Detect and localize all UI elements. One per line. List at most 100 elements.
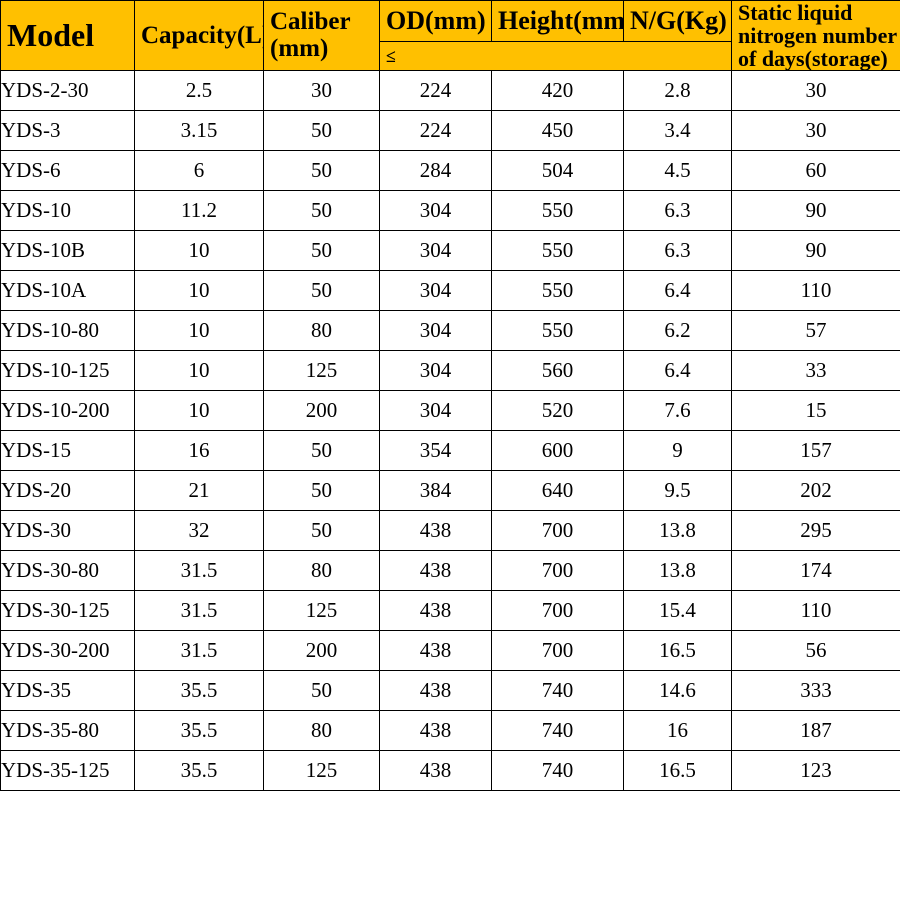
cell-value: 304	[380, 271, 492, 311]
cell-model: YDS-2-30	[1, 71, 135, 111]
cell-model: YDS-30-200	[1, 631, 135, 671]
spec-table: Model Capacity(L) Caliber (mm) OD(mm) He…	[0, 0, 900, 791]
cell-model: YDS-30	[1, 511, 135, 551]
col-storage: Static liquid nitrogen number of days(st…	[732, 1, 900, 71]
cell-value: 304	[380, 311, 492, 351]
cell-value: 50	[264, 471, 380, 511]
cell-value: 520	[492, 391, 624, 431]
col-caliber: Caliber (mm)	[264, 1, 380, 71]
cell-value: 284	[380, 151, 492, 191]
cell-value: 35.5	[135, 751, 264, 791]
table-row: YDS-3535.55043874014.6333	[1, 671, 900, 711]
table-row: YDS-30-12531.512543870015.4110	[1, 591, 900, 631]
cell-model: YDS-15	[1, 431, 135, 471]
cell-model: YDS-10-125	[1, 351, 135, 391]
cell-value: 15.4	[624, 591, 732, 631]
cell-value: 10	[135, 231, 264, 271]
cell-value: 6.4	[624, 351, 732, 391]
cell-value: 438	[380, 671, 492, 711]
cell-value: 110	[732, 271, 900, 311]
cell-model: YDS-35-80	[1, 711, 135, 751]
cell-value: 56	[732, 631, 900, 671]
cell-value: 31.5	[135, 591, 264, 631]
cell-value: 16	[135, 431, 264, 471]
cell-value: 11.2	[135, 191, 264, 231]
table-row: YDS-10-125101253045606.433	[1, 351, 900, 391]
cell-value: 600	[492, 431, 624, 471]
cell-value: 10	[135, 391, 264, 431]
cell-value: 438	[380, 551, 492, 591]
cell-value: 50	[264, 151, 380, 191]
cell-value: 740	[492, 751, 624, 791]
cell-value: 202	[732, 471, 900, 511]
cell-value: 50	[264, 271, 380, 311]
table-row: YDS-10-200102003045207.615	[1, 391, 900, 431]
cell-value: 30	[732, 71, 900, 111]
cell-value: 21	[135, 471, 264, 511]
cell-value: 740	[492, 671, 624, 711]
cell-value: 15	[732, 391, 900, 431]
table-row: YDS-30-8031.58043870013.8174	[1, 551, 900, 591]
cell-value: 60	[732, 151, 900, 191]
cell-value: 33	[732, 351, 900, 391]
cell-value: 50	[264, 431, 380, 471]
cell-value: 125	[264, 351, 380, 391]
cell-model: YDS-10A	[1, 271, 135, 311]
cell-model: YDS-30-80	[1, 551, 135, 591]
cell-value: 16.5	[624, 751, 732, 791]
cell-model: YDS-3	[1, 111, 135, 151]
table-row: YDS-10B10503045506.390	[1, 231, 900, 271]
cell-value: 32	[135, 511, 264, 551]
cell-model: YDS-10B	[1, 231, 135, 271]
subheader-le: ≤	[380, 42, 732, 71]
cell-value: 50	[264, 111, 380, 151]
cell-value: 123	[732, 751, 900, 791]
cell-value: 700	[492, 551, 624, 591]
cell-value: 174	[732, 551, 900, 591]
cell-model: YDS-10-80	[1, 311, 135, 351]
cell-value: 4.5	[624, 151, 732, 191]
cell-value: 7.6	[624, 391, 732, 431]
cell-value: 125	[264, 591, 380, 631]
cell-value: 6.3	[624, 231, 732, 271]
table-row: YDS-10-8010803045506.257	[1, 311, 900, 351]
cell-value: 550	[492, 191, 624, 231]
cell-value: 3.15	[135, 111, 264, 151]
col-od: OD(mm)	[380, 1, 492, 42]
cell-value: 304	[380, 391, 492, 431]
table-row: YDS-30325043870013.8295	[1, 511, 900, 551]
cell-value: 10	[135, 271, 264, 311]
cell-value: 50	[264, 671, 380, 711]
cell-value: 2.5	[135, 71, 264, 111]
cell-value: 740	[492, 711, 624, 751]
col-capacity: Capacity(L)	[135, 1, 264, 71]
cell-value: 16.5	[624, 631, 732, 671]
cell-value: 354	[380, 431, 492, 471]
cell-value: 13.8	[624, 551, 732, 591]
cell-value: 700	[492, 511, 624, 551]
cell-value: 80	[264, 711, 380, 751]
cell-value: 304	[380, 191, 492, 231]
cell-value: 9.5	[624, 471, 732, 511]
cell-value: 90	[732, 191, 900, 231]
cell-value: 31.5	[135, 551, 264, 591]
cell-value: 200	[264, 391, 380, 431]
cell-value: 504	[492, 151, 624, 191]
cell-value: 125	[264, 751, 380, 791]
col-height: Height(mm)	[492, 1, 624, 42]
cell-value: 304	[380, 351, 492, 391]
cell-model: YDS-35-125	[1, 751, 135, 791]
cell-value: 90	[732, 231, 900, 271]
cell-value: 200	[264, 631, 380, 671]
table-row: YDS-35-8035.58043874016187	[1, 711, 900, 751]
cell-value: 30	[732, 111, 900, 151]
cell-value: 2.8	[624, 71, 732, 111]
table-row: YDS-2-302.5302244202.830	[1, 71, 900, 111]
cell-value: 30	[264, 71, 380, 111]
table-row: YDS-1011.2503045506.390	[1, 191, 900, 231]
cell-value: 333	[732, 671, 900, 711]
cell-value: 438	[380, 711, 492, 751]
col-ng: N/G(Kg)	[624, 1, 732, 42]
cell-value: 16	[624, 711, 732, 751]
cell-value: 640	[492, 471, 624, 511]
